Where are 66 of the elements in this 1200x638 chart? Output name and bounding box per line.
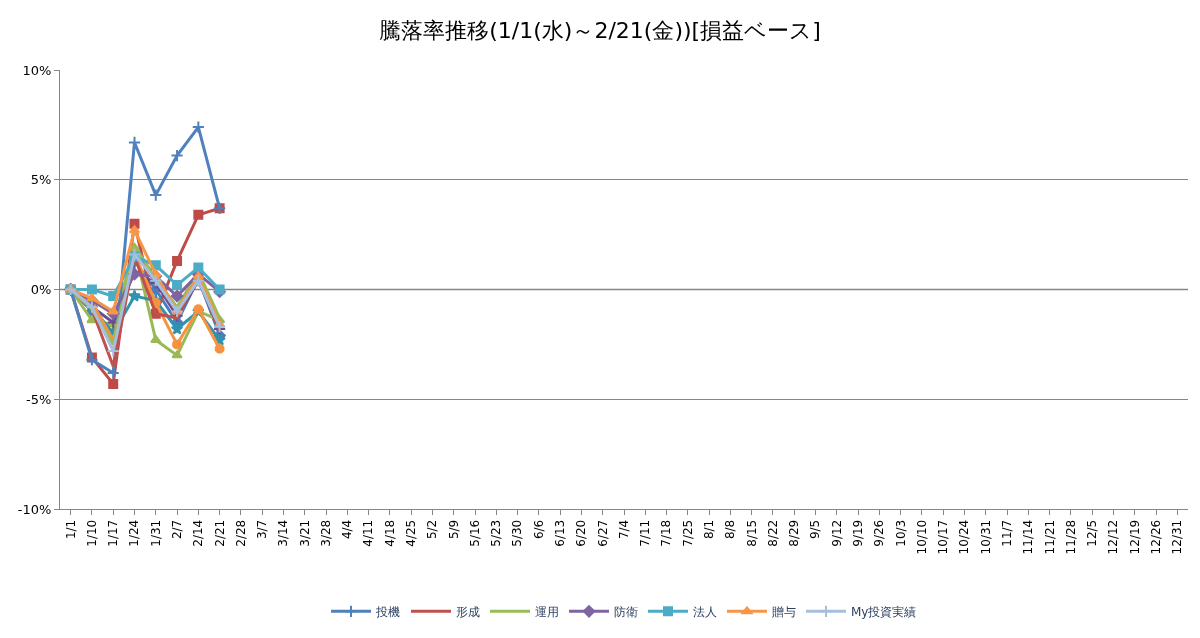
x-tick-label: 6/27 (595, 519, 610, 547)
x-tick-label: 2/28 (233, 519, 248, 547)
x-tick-label: 7/11 (638, 519, 653, 547)
y-tick-label: -10% (17, 501, 52, 517)
x-tick-label: 5/2 (425, 519, 440, 540)
x-tick-label: 2/7 (169, 519, 184, 540)
x-tick-label: 3/14 (276, 519, 291, 547)
x-tick-label: 10/17 (936, 519, 951, 555)
chart-title: 騰落率推移(1/1(水)～2/21(金))[損益ベース] (379, 17, 821, 43)
x-tick-label: 8/29 (787, 519, 802, 547)
x-tick-label: 8/1 (702, 519, 717, 540)
x-tick-label: 12/12 (1106, 519, 1121, 555)
x-tick-label: 9/12 (829, 519, 844, 547)
x-tick-label: 10/10 (914, 519, 929, 555)
x-tick-label: 11/28 (1063, 519, 1078, 555)
x-tick-label: 11/14 (1021, 519, 1036, 555)
x-tick-label: 5/30 (510, 519, 525, 547)
x-tick-label: 10/24 (957, 519, 972, 555)
x-tick-label: 2/14 (191, 519, 206, 547)
x-tick-label: 4/11 (361, 519, 376, 547)
x-tick-label: 10/31 (978, 519, 993, 555)
x-tick-label: 3/28 (318, 519, 333, 547)
x-tick-label: 1/17 (106, 519, 121, 547)
x-tick-label: 1/31 (148, 519, 163, 547)
legend-label: 投機 (375, 604, 400, 619)
x-tick-label: 12/26 (1148, 519, 1163, 555)
x-tick-label: 6/20 (574, 519, 589, 547)
x-tick-label: 4/18 (382, 519, 397, 547)
x-tick-label: 1/24 (127, 519, 142, 547)
y-tick-label: -5% (26, 391, 52, 407)
legend-label: 形成 (456, 604, 480, 619)
x-tick-label: 7/4 (616, 519, 631, 540)
x-tick-label: 6/6 (531, 519, 546, 540)
legend-label: My投資実績 (851, 604, 917, 619)
x-tick-label: 1/1 (63, 519, 78, 540)
legend-label: 贈与 (772, 604, 796, 619)
x-tick-label: 3/21 (297, 519, 312, 547)
y-tick-label: 5% (30, 172, 52, 188)
legend-label: 防衛 (614, 604, 638, 619)
x-tick-label: 7/25 (680, 519, 695, 547)
x-tick-label: 10/3 (893, 519, 908, 547)
x-tick-label: 11/21 (1042, 519, 1057, 555)
legend-label: 法人 (693, 604, 717, 619)
x-tick-label: 8/15 (744, 519, 759, 547)
x-tick-label: 8/22 (765, 519, 780, 547)
x-tick-label: 5/16 (467, 519, 482, 547)
x-tick-label: 4/4 (340, 519, 355, 540)
x-tick-label: 5/23 (489, 519, 504, 547)
x-tick-label: 12/19 (1127, 519, 1142, 555)
x-tick-label: 1/10 (84, 519, 99, 547)
y-tick-label: 0% (30, 282, 52, 298)
x-tick-label: 4/25 (404, 519, 419, 547)
legend-label: 運用 (535, 604, 559, 619)
x-tick-label: 11/7 (999, 519, 1014, 547)
y-tick-label: 10% (22, 62, 52, 78)
x-tick-label: 12/31 (1170, 519, 1185, 555)
x-tick-label: 5/9 (446, 519, 461, 540)
x-tick-label: 8/8 (723, 519, 738, 540)
x-tick-label: 9/5 (808, 519, 823, 540)
x-tick-label: 3/7 (255, 519, 270, 540)
x-tick-label: 9/19 (851, 519, 866, 547)
x-tick-label: 7/18 (659, 519, 674, 547)
x-tick-label: 9/26 (872, 519, 887, 547)
x-tick-label: 12/5 (1085, 519, 1100, 547)
x-tick-label: 2/21 (212, 519, 227, 547)
x-tick-label: 6/13 (553, 519, 568, 547)
